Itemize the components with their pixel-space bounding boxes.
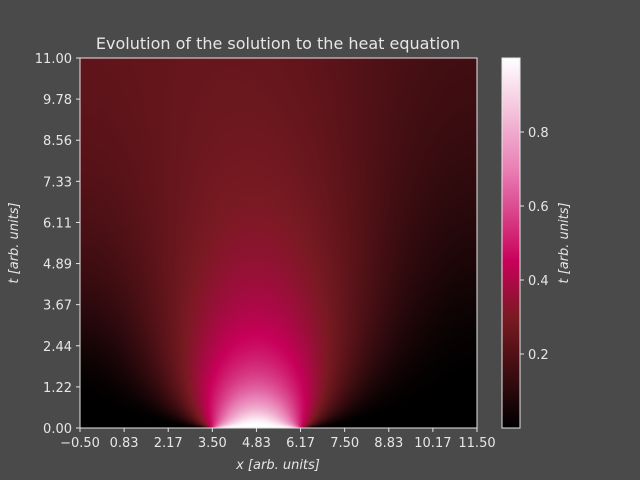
y-tick-label: 3.67 — [43, 299, 72, 314]
x-axis: −0.50 0.83 2.17 3.50 4.83 6.17 7.50 8.83 10.17 11… — [60, 428, 496, 451]
y-axis-label: t [arb. units] — [7, 202, 22, 283]
y-axis: 0.00 1.22 2.44 3.67 4.89 6.11 7.33 8.56 9.78 11.0… — [35, 52, 80, 437]
y-tick-label: 7.33 — [43, 175, 72, 190]
y-tick-label: 6.11 — [43, 216, 72, 231]
heatmap-plot-area — [79, 57, 478, 429]
y-tick-label: 8.56 — [43, 134, 72, 149]
x-tick-label: 10.17 — [414, 436, 451, 451]
colorbar-tick-label: 0.6 — [528, 200, 549, 215]
x-tick-label: 6.17 — [286, 436, 315, 451]
x-tick-label: 7.50 — [330, 436, 359, 451]
x-tick-label: 2.17 — [154, 436, 183, 451]
y-tick-label: 4.89 — [43, 258, 72, 273]
y-tick-label: 0.00 — [43, 422, 72, 437]
x-axis-label: x [arb. units] — [235, 458, 320, 473]
y-tick-label: 9.78 — [43, 93, 72, 108]
colorbar-tick-label: 0.2 — [528, 348, 549, 363]
colorbar: 0.2 0.4 0.6 0.8 t [arb. units] — [501, 57, 572, 429]
x-tick-label: 4.83 — [242, 436, 271, 451]
plot-frame — [79, 57, 478, 429]
colorbar-tick-label: 0.8 — [528, 126, 549, 141]
x-tick-label: −0.50 — [60, 436, 100, 451]
chart-title: Evolution of the solution to the heat eq… — [96, 34, 460, 53]
x-tick-label: 11.50 — [458, 436, 495, 451]
colorbar-gradient — [502, 58, 520, 428]
colorbar-label: t [arb. units] — [557, 202, 572, 283]
x-tick-label: 0.83 — [110, 436, 139, 451]
colorbar-tick-label: 0.4 — [528, 274, 549, 289]
colorbar-frame — [501, 57, 521, 429]
x-tick-label: 3.50 — [198, 436, 227, 451]
colorbar-ticks: 0.2 0.4 0.6 0.8 — [520, 126, 549, 363]
heatmap-image — [80, 58, 477, 428]
y-tick-label: 1.22 — [43, 381, 72, 396]
x-tick-label: 8.83 — [374, 436, 403, 451]
y-tick-label: 11.00 — [35, 52, 72, 67]
y-tick-label: 2.44 — [43, 340, 72, 355]
